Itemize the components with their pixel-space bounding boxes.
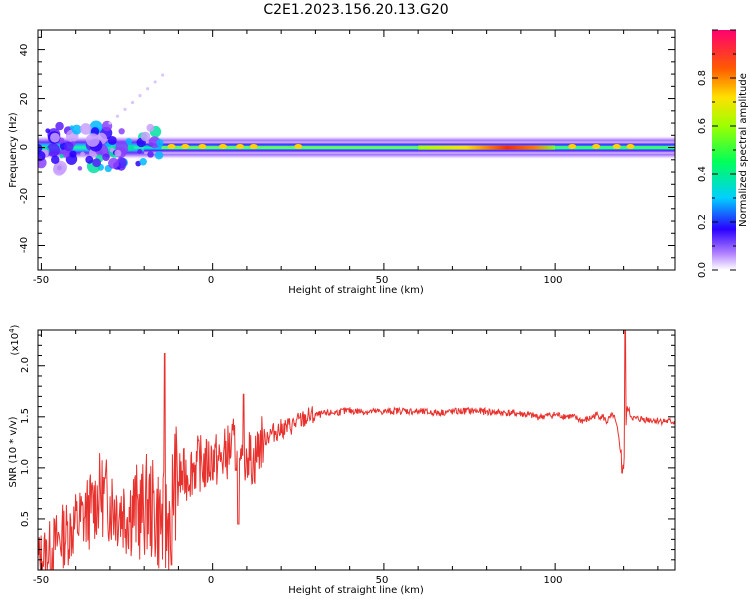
spectrogram-blob [80,151,85,157]
spectrogram-panel: -50 0 50 100 -40 -20 0 20 40 Height of s… [8,29,676,296]
colorbar: 0.0 0.2 0.4 0.6 0.8 Normalized spectral … [697,29,749,278]
spectrogram-blob [125,138,133,145]
colorbar-tick-label: 0.8 [697,70,708,86]
spectrogram-ticks [38,30,675,271]
figure-title: C2E1.2023.156.20.13.G20 [263,2,448,18]
snr-series-line [38,330,675,570]
spectrogram-blob [52,163,66,176]
spectrogram-hotspot [249,144,258,150]
spectrogram-blob [92,158,102,168]
colorbar-label: Normalized spectral amplitude [738,73,749,227]
spectrogram-xtick-label: 50 [376,275,389,286]
spectrogram-blob [114,149,122,157]
spectrogram-blob [46,143,61,157]
spectrogram-hotspot [592,144,601,150]
spectrogram-blob [71,124,82,135]
spectrogram-heatmap [38,73,675,176]
snr-multiplier-base: (x10 [10,333,21,356]
snr-panel: -50 0 50 100 0.5 1.0 1.5 2.0 Height of s… [8,324,676,596]
spectrogram-hotspot [568,144,577,150]
spectrogram-faint-dot [123,107,127,111]
colorbar-tick-label: 0.0 [697,262,708,278]
spectrogram-blob [146,123,155,132]
spectrogram-blob [107,136,117,145]
spectrogram-blob [69,150,77,158]
spectrogram-blob [80,123,92,135]
colorbar-tick-label: 0.2 [697,214,708,230]
spectrogram-faint-dot [145,87,150,91]
spectrogram-blob [108,157,119,169]
svg-text:(x104): (x104) [8,324,21,355]
spectrogram-blob [118,128,125,135]
spectrogram-blob [140,131,151,142]
spectrogram-blob [156,139,164,147]
colorbar-ticks [712,29,736,271]
snr-yaxis-label: SNR (10 * v/v) [8,416,19,487]
spectrogram-core-left [161,146,419,150]
snr-ytick-label: 1.5 [20,408,31,424]
snr-ytick-label: 2.0 [20,357,31,373]
spectrogram-blob [50,155,60,164]
spectrogram-xaxis-label: Height of straight line (km) [288,285,424,296]
colorbar-tick-label: 0.4 [697,166,708,182]
spectrogram-blob [50,132,60,143]
spectrogram-ytick-label: 0 [19,144,30,150]
snr-ticks [38,330,675,570]
spectrogram-blob [85,155,94,164]
spectrogram-blob [63,141,74,152]
spectrogram-hotspot [181,144,190,150]
spectrogram-blob [77,166,83,171]
snr-multiplier: (x104) [8,324,21,355]
spectrogram-hotspot [626,144,635,150]
spectrogram-faint-dot [161,73,165,77]
spectrogram-ytick-label: -40 [19,237,30,253]
spectrogram-blob [154,151,164,160]
spectrogram-xtick-label: 100 [543,275,562,286]
snr-frame [37,329,676,571]
spectrogram-hotspot [612,144,621,150]
spectrogram-ytick-label: 40 [19,44,30,57]
spectrogram-hotspot [167,144,176,150]
spectrogram-faint-dot [130,100,135,105]
spectrogram-core [418,145,556,150]
spectrogram-hotspot [294,144,303,150]
snr-xtick-label: 0 [208,575,214,586]
snr-xaxis-label: Height of straight line (km) [288,585,424,596]
spectrogram-blob [137,148,143,154]
snr-xtick-label: 50 [376,575,389,586]
spectrogram-hotspot [198,144,207,150]
spectrogram-faint-dot [153,80,157,84]
spectrogram-faint-dot [108,121,112,125]
spectrogram-blob [127,144,134,152]
spectrogram-xtick-label: -50 [33,275,49,286]
spectrogram-yaxis-label: Frequency (Hz) [8,112,19,188]
spectrogram-blob [139,158,147,166]
spectrogram-blob [147,151,154,158]
spectrogram-blob [55,121,64,131]
spectrogram-blob [85,133,100,147]
snr-xtick-label: -50 [33,575,49,586]
spectrogram-blob [59,154,64,159]
spectrogram-faint-dot [138,94,142,98]
spectrogram-ytick-label: -20 [19,188,30,204]
spectrogram-hotspot [236,144,245,150]
colorbar-gradient [712,30,736,270]
snr-ytick-label: 0.5 [20,511,31,527]
snr-multiplier-exp: 4 [8,328,16,333]
spectrogram-frame [37,29,676,271]
spectrogram-blob [38,143,43,153]
spectrogram-blob [102,153,110,162]
spectrogram-ytick-label: 20 [19,93,30,106]
colorbar-tick-label: 0.6 [697,118,708,134]
spectrogram-hotspot [218,144,227,150]
spectrogram-xtick-label: 0 [208,275,214,286]
spectrogram-faint-dot [115,114,120,118]
spectrogram-blob [45,128,51,134]
snr-xtick-label: 100 [543,575,562,586]
snr-multiplier-close: ) [10,324,21,328]
snr-ytick-label: 1.0 [20,459,31,475]
